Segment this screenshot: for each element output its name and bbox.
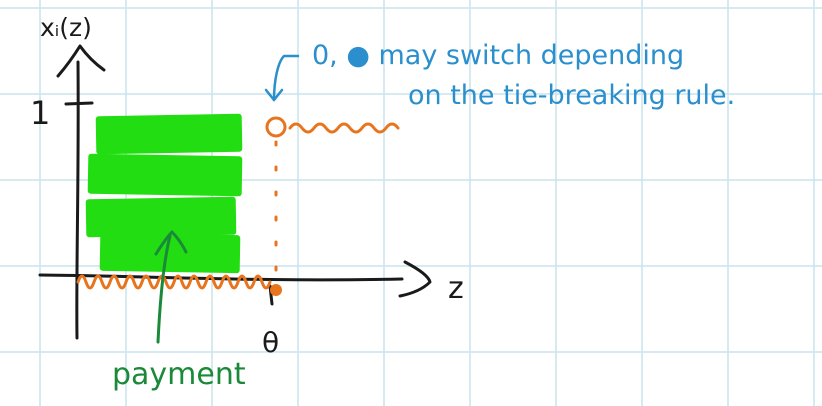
annotation-line-1: 0, ● may switch depending [312, 40, 684, 71]
payment-arrow-shaft [156, 234, 172, 344]
annotation-arrow-head [264, 88, 284, 102]
allocation-one-segment [288, 122, 400, 134]
open-circle-icon [265, 116, 287, 138]
payment-bar-2 [87, 153, 243, 197]
y-tick-label: 1 [30, 94, 50, 132]
y-tick-at-one [64, 101, 94, 106]
y-axis-line [75, 60, 80, 340]
filled-dot-icon [270, 284, 282, 296]
annotation-arrow-shaft [272, 54, 300, 102]
payment-arrow [154, 230, 188, 344]
payment-bar-1 [95, 113, 243, 155]
y-axis-label: xᵢ(z) [40, 13, 92, 42]
allocation-zero-segment [76, 274, 272, 290]
payment-bar-3 [85, 196, 237, 238]
y-axis-arrow [56, 44, 106, 78]
allocation-curve [76, 116, 400, 296]
theta-label: θ [262, 326, 279, 359]
text-labels: xᵢ(z) 1 z θ payment 0, ● may switch depe… [30, 13, 735, 392]
x-axis-label: z [448, 271, 464, 306]
annotation-line-2: on the tie-breaking rule. [408, 80, 735, 111]
payment-label: payment [112, 357, 246, 392]
x-axis-arrow [398, 260, 432, 298]
payment-area [85, 113, 243, 274]
payment-bar-4 [99, 232, 241, 274]
annotation-arrow [264, 54, 300, 102]
payment-arrow-head [154, 230, 188, 256]
